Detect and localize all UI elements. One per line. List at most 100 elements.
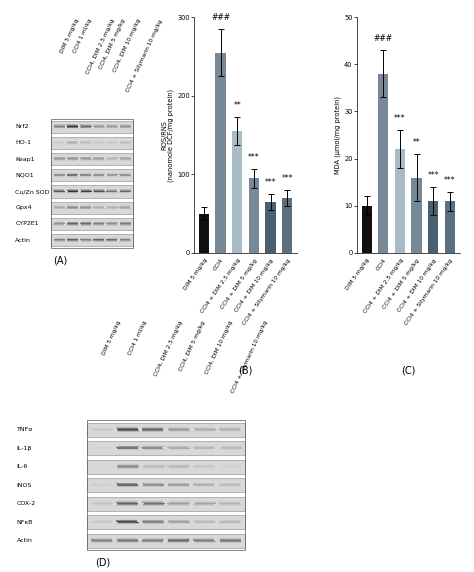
Bar (66, 226, 77, 227)
Bar (119, 145, 130, 146)
Bar (118, 465, 139, 466)
Bar (167, 542, 188, 543)
Bar (193, 445, 214, 446)
Bar (94, 142, 105, 143)
Bar (143, 522, 164, 523)
Bar (107, 204, 118, 205)
Bar (232, 131, 242, 253)
Bar (93, 125, 104, 126)
Bar (80, 123, 91, 124)
Text: NQO1: NQO1 (16, 173, 34, 178)
Bar (142, 502, 163, 503)
Bar (119, 190, 130, 191)
Bar (362, 206, 372, 253)
Bar (194, 519, 215, 520)
Bar (67, 123, 78, 124)
Bar (193, 484, 214, 485)
Bar (195, 486, 216, 487)
Bar (168, 541, 189, 542)
Bar (91, 466, 112, 467)
Text: NFκB: NFκB (17, 520, 33, 525)
Bar (117, 504, 138, 505)
Bar (142, 432, 163, 433)
Bar (142, 487, 163, 488)
Bar (194, 468, 215, 470)
Bar (80, 239, 91, 240)
Bar (118, 463, 138, 464)
Bar (106, 144, 117, 145)
Bar (143, 520, 164, 521)
Bar (107, 174, 118, 175)
Y-axis label: ROS/RNS
(nanomole DCF/mg protein): ROS/RNS (nanomole DCF/mg protein) (161, 89, 174, 182)
Bar (87, 496, 245, 511)
Bar (67, 161, 78, 162)
Bar (91, 483, 111, 484)
Bar (117, 464, 137, 465)
Bar (144, 464, 164, 465)
Bar (142, 506, 163, 507)
Bar (54, 205, 64, 206)
Bar (168, 523, 189, 524)
Bar (220, 484, 241, 485)
Bar (117, 500, 138, 501)
Bar (91, 468, 112, 470)
Bar (116, 520, 137, 521)
Bar (116, 487, 137, 488)
Bar (142, 540, 163, 541)
Bar (120, 176, 131, 177)
Bar (167, 505, 189, 506)
Bar (119, 204, 130, 205)
Bar (142, 430, 163, 431)
Bar (120, 240, 131, 241)
Bar (87, 534, 245, 548)
Bar (66, 124, 77, 125)
Bar (106, 140, 117, 141)
Bar (67, 126, 78, 127)
Bar (93, 240, 104, 241)
Bar (67, 157, 78, 158)
Bar (378, 74, 389, 253)
Bar (120, 192, 131, 193)
Bar (219, 520, 240, 521)
Bar (169, 502, 190, 503)
Bar (91, 431, 112, 432)
Bar (80, 161, 91, 162)
Bar (93, 129, 104, 130)
Bar (93, 140, 104, 141)
Bar (106, 123, 117, 124)
Bar (116, 483, 137, 484)
Bar (142, 429, 164, 430)
Bar (80, 175, 91, 176)
Bar (117, 506, 138, 507)
Bar (219, 525, 241, 526)
Bar (219, 521, 240, 522)
Bar (52, 201, 133, 214)
Bar (106, 160, 117, 161)
Bar (107, 159, 118, 160)
Bar (91, 520, 111, 521)
Bar (94, 204, 105, 205)
Bar (81, 220, 91, 221)
Bar (220, 486, 241, 487)
Bar (219, 502, 240, 503)
Bar (116, 482, 137, 483)
Bar (219, 431, 241, 432)
Bar (195, 541, 216, 542)
Text: ***: *** (394, 114, 406, 124)
Bar (194, 521, 215, 522)
Bar (91, 464, 112, 465)
Bar (169, 506, 190, 507)
Bar (219, 524, 241, 525)
Text: (A): (A) (53, 255, 67, 265)
Bar (168, 450, 190, 451)
Bar (80, 189, 91, 190)
Text: ###: ### (211, 13, 230, 22)
Bar (93, 126, 104, 127)
Bar (195, 525, 216, 526)
Text: CCl4, DIM 5 mg/kg: CCl4, DIM 5 mg/kg (99, 18, 127, 70)
Bar (94, 209, 105, 210)
Bar (107, 126, 117, 127)
Bar (66, 144, 77, 145)
Bar (81, 241, 91, 242)
Bar (120, 126, 131, 127)
